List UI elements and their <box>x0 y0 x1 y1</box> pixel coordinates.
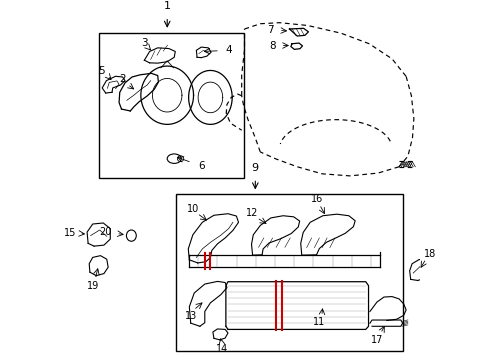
Text: 9: 9 <box>251 163 258 173</box>
Text: 14: 14 <box>215 344 227 354</box>
Text: 11: 11 <box>313 316 325 327</box>
Text: 15: 15 <box>63 228 76 238</box>
Text: 6: 6 <box>197 161 204 171</box>
Text: 12: 12 <box>246 208 258 218</box>
Text: 5: 5 <box>98 66 104 76</box>
Text: 20: 20 <box>99 227 111 237</box>
Bar <box>176 194 402 351</box>
Text: 19: 19 <box>87 280 100 291</box>
Text: 10: 10 <box>186 203 199 213</box>
Text: 17: 17 <box>370 336 383 345</box>
Text: 3: 3 <box>141 38 147 48</box>
Text: 13: 13 <box>184 311 197 321</box>
Text: 4: 4 <box>224 45 231 55</box>
Text: 1: 1 <box>163 1 170 12</box>
Text: 16: 16 <box>310 194 323 204</box>
Text: 7: 7 <box>266 25 273 35</box>
Text: 18: 18 <box>423 248 435 258</box>
Bar <box>99 32 244 178</box>
Text: 2: 2 <box>119 75 125 85</box>
Text: 8: 8 <box>268 41 275 50</box>
